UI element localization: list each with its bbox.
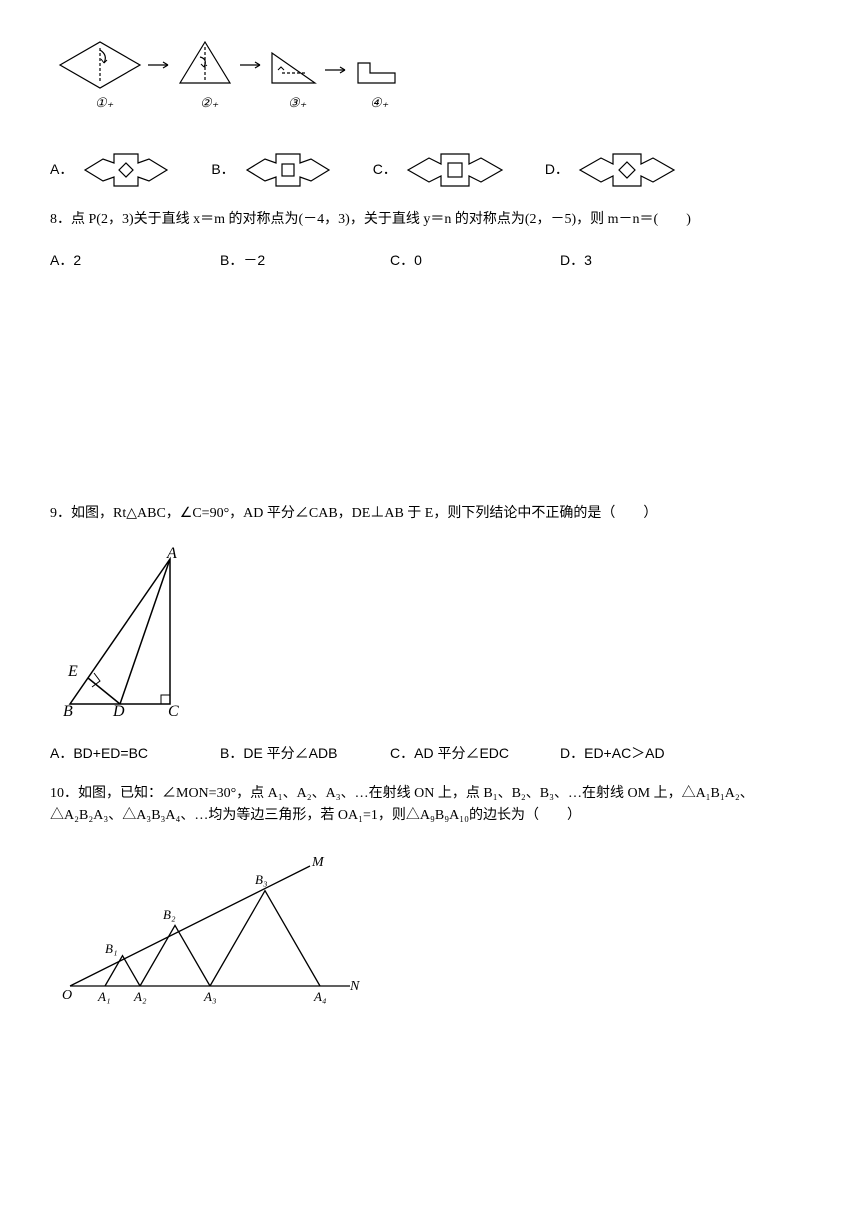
question-10-text: 10．如图，已知：∠MON=30°，点 A₁、A₂、A₃、…在射线 ON 上，点… [50, 783, 810, 828]
q9-option-c[interactable]: C．AD 平分∠EDC [390, 742, 560, 764]
q10-label-A4: A₄ [313, 989, 327, 1004]
question-9-options: A．BD+ED=BC B．DE 平分∠ADB C．AD 平分∠EDC D．ED+… [50, 742, 810, 764]
fold-label-3: ③₊ [288, 95, 307, 110]
fold-sequence-figure: ①₊ ②₊ ③₊ ④₊ [50, 25, 810, 134]
q9-label-B: B [63, 703, 73, 719]
vertical-spacer [50, 285, 810, 485]
option-a[interactable]: A． [50, 149, 171, 191]
q10-label-B3: B₃ [255, 872, 267, 887]
q10-label-A3: A₃ [203, 989, 216, 1004]
q8-option-a[interactable]: A．2 [50, 249, 220, 271]
q9-option-b[interactable]: B．DE 平分∠ADB [220, 742, 390, 764]
q9-label-C: C [168, 703, 179, 719]
option-d[interactable]: D． [545, 149, 677, 191]
fold-label-2: ②₊ [200, 95, 219, 110]
q10-label-A1: A₁ [97, 989, 110, 1004]
q9-option-a[interactable]: A．BD+ED=BC [50, 742, 220, 764]
q9-triangle-figure: A B C D E [50, 544, 810, 728]
shape-options-row: A． B． C． D． [50, 149, 810, 191]
option-c[interactable]: C． [373, 149, 505, 191]
option-c-label: C． [373, 158, 397, 180]
question-8-options: A．2 B．－2 C．0 D．3 [50, 249, 810, 271]
q10-label-N: N [349, 979, 360, 994]
option-d-label: D． [545, 158, 569, 180]
q10-label-M: M [311, 855, 325, 870]
q8-option-c[interactable]: C．0 [390, 249, 560, 271]
q8-option-d[interactable]: D．3 [560, 249, 730, 271]
option-b-label: B． [211, 158, 234, 180]
option-a-label: A． [50, 158, 73, 180]
q10-label-B1: B₁ [105, 941, 117, 956]
fold-label-1: ①₊ [95, 95, 114, 110]
q9-label-A: A [166, 545, 177, 562]
fold-label-4: ④₊ [370, 95, 389, 110]
q9-label-D: D [112, 703, 125, 719]
q10-label-O: O [62, 988, 72, 1003]
option-b[interactable]: B． [211, 149, 332, 191]
q10-rays-figure: O N M A₁ A₂ A₃ A₄ B₁ B₂ B₃ [50, 846, 810, 1015]
q10-label-B2: B₂ [163, 907, 176, 922]
question-9-text: 9．如图，Rt△ABC，∠C=90°，AD 平分∠CAB，DE⊥AB 于 E，则… [50, 503, 810, 525]
q9-label-E: E [67, 663, 78, 680]
q10-label-A2: A₂ [133, 989, 147, 1004]
question-8-text: 8．点 P(2，3)关于直线 x＝m 的对称点为(－4，3)，关于直线 y＝n … [50, 209, 810, 231]
q9-option-d[interactable]: D．ED+AC＞AD [560, 742, 730, 764]
q8-option-b[interactable]: B．－2 [220, 249, 390, 271]
